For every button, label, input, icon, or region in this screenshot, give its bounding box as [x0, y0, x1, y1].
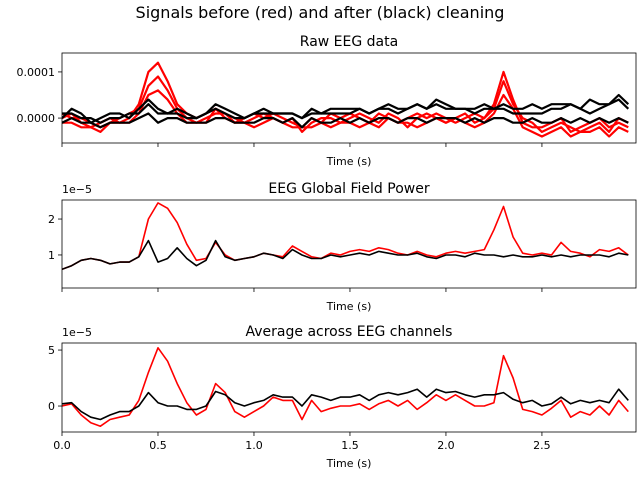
axes-title: EEG Global Field Power — [268, 181, 429, 197]
series-after-cleaning-4 — [62, 98, 630, 124]
x-tick-label: 2.5 — [533, 439, 551, 452]
axes-title: Average across EEG channels — [246, 324, 453, 340]
series-before-cleaning-1 — [62, 61, 629, 133]
axes-2: 1 2 EEG Global Field Power Time (s) 1e−5 — [48, 181, 637, 313]
axes-frame — [61, 199, 637, 289]
series-before-cleaning-1 — [62, 347, 629, 427]
x-tick-label: 0.0 — [53, 439, 71, 452]
y-tick-label: 0 — [48, 400, 55, 413]
axes-frame — [61, 342, 637, 433]
axes-3: 0.0 0.5 1.0 1.5 2.0 2.5 0 5 Average across EEG c… — [48, 324, 637, 470]
series-after-cleaning-5 — [62, 112, 629, 129]
series-after-cleaning-2 — [62, 388, 629, 421]
x-tick-label: 2.0 — [437, 439, 455, 452]
series-after-cleaning-2 — [62, 239, 629, 271]
axes-title: Raw EEG data — [300, 34, 398, 50]
x-axis-label: Time (s) — [326, 457, 372, 470]
x-tick-label: 1.0 — [245, 439, 263, 452]
y-tick-label: 0.0001 — [17, 66, 56, 79]
axes-1: 0.0000 0.0001 Raw EEG data Time (s) — [17, 34, 637, 168]
y-tick-label: 5 — [48, 344, 55, 357]
x-tick-label: 0.5 — [149, 439, 167, 452]
x-axis-label: Time (s) — [326, 155, 372, 168]
x-tick-label: 1.5 — [341, 439, 359, 452]
series-before-cleaning-3 — [62, 89, 629, 138]
series-after-cleaning-6 — [62, 93, 630, 124]
axes-frame — [61, 52, 637, 144]
plot-area — [62, 202, 629, 271]
plot-area — [62, 347, 629, 427]
x-axis-label: Time (s) — [326, 300, 372, 313]
plot-area — [62, 61, 630, 138]
y-offset-label: 1e−5 — [62, 326, 92, 339]
y-offset-label: 1e−5 — [62, 183, 92, 196]
figure-suptitle: Signals before (red) and after (black) c… — [136, 3, 505, 22]
series-before-cleaning-1 — [62, 202, 629, 271]
y-tick-label: 2 — [48, 213, 55, 226]
y-tick-label: 0.0000 — [17, 112, 56, 125]
y-tick-label: 1 — [48, 249, 55, 262]
